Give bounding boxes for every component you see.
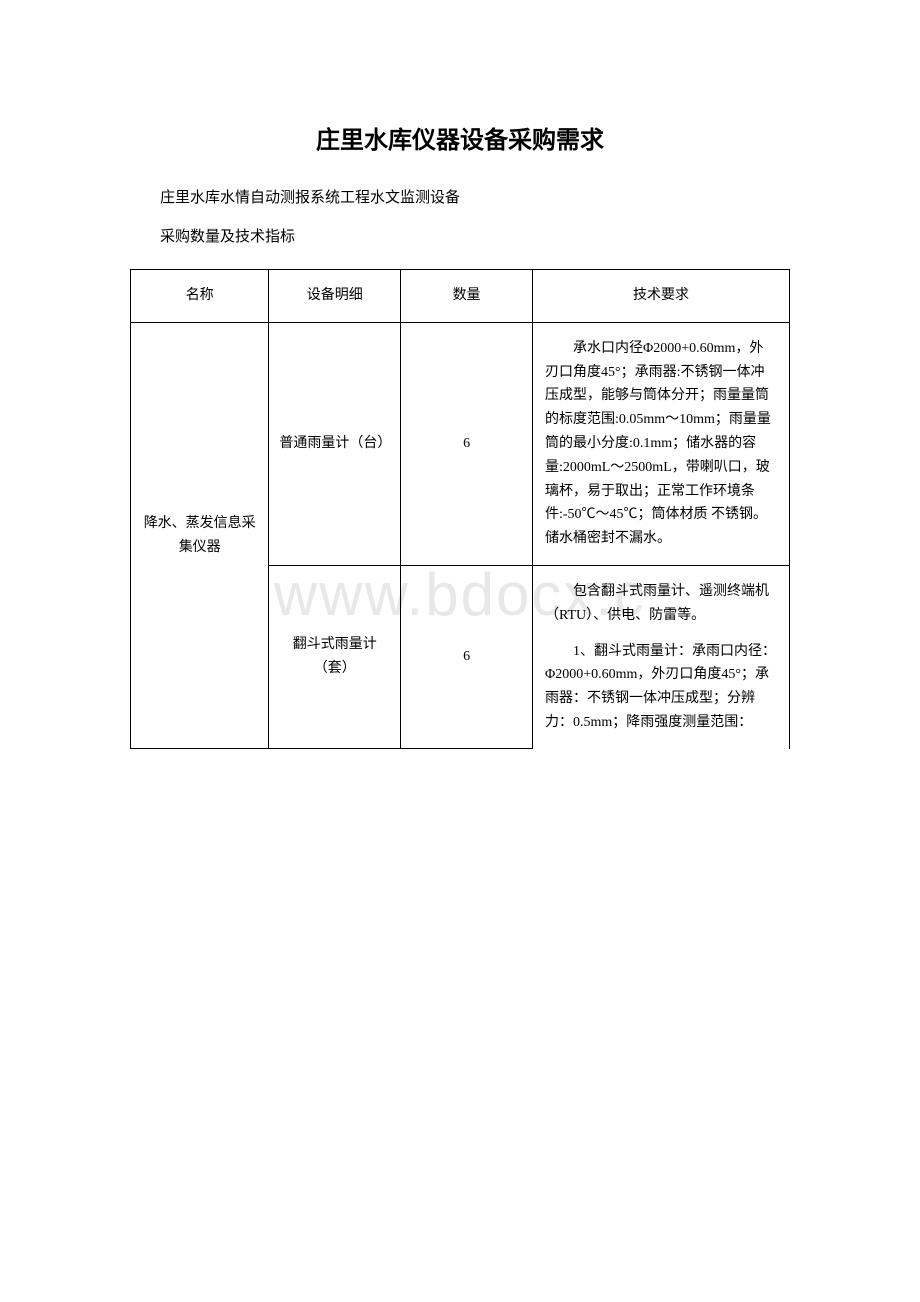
subtitle-line-2: 采购数量及技术指标 xyxy=(130,224,790,251)
req-text: 承水口内径Φ2000+0.60mm，外刃口角度45°；承雨器:不锈钢一体冲压成型… xyxy=(545,337,777,551)
table-row: 降水、蒸发信息采集仪器 普通雨量计（台） 6 承水口内径Φ2000+0.60mm… xyxy=(131,322,790,565)
cell-name: 降水、蒸发信息采集仪器 xyxy=(131,322,269,748)
document-title: 庄里水库仪器设备采购需求 xyxy=(130,120,790,155)
header-name: 名称 xyxy=(131,270,269,323)
equipment-table: 名称 设备明细 数量 技术要求 降水、蒸发信息采集仪器 普通雨量计（台） 6 承… xyxy=(130,269,790,749)
table-header-row: 名称 设备明细 数量 技术要求 xyxy=(131,270,790,323)
cell-qty: 6 xyxy=(401,322,533,565)
cell-req: 包含翻斗式雨量计、遥测终端机（RTU）、供电、防雷等。 1、翻斗式雨量计：承雨口… xyxy=(532,565,789,748)
subtitle-line-1: 庄里水库水情自动测报系统工程水文监测设备 xyxy=(130,185,790,212)
header-detail: 设备明细 xyxy=(269,270,401,323)
req-text-p1: 包含翻斗式雨量计、遥测终端机（RTU）、供电、防雷等。 xyxy=(545,580,777,628)
cell-qty: 6 xyxy=(401,565,533,748)
cell-req: 承水口内径Φ2000+0.60mm，外刃口角度45°；承雨器:不锈钢一体冲压成型… xyxy=(532,322,789,565)
header-req: 技术要求 xyxy=(532,270,789,323)
req-text-p2: 1、翻斗式雨量计：承雨口内径：Φ2000+0.60mm，外刃口角度45°；承雨器… xyxy=(545,640,777,735)
cell-detail: 普通雨量计（台） xyxy=(269,322,401,565)
cell-detail: 翻斗式雨量计（套） xyxy=(269,565,401,748)
header-qty: 数量 xyxy=(401,270,533,323)
document-content: 庄里水库仪器设备采购需求 庄里水库水情自动测报系统工程水文监测设备 采购数量及技… xyxy=(130,120,790,749)
